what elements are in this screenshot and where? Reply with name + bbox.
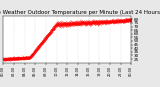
Title: Milwaukee Weather Outdoor Temperature per Minute (Last 24 Hours): Milwaukee Weather Outdoor Temperature pe… (0, 10, 160, 15)
